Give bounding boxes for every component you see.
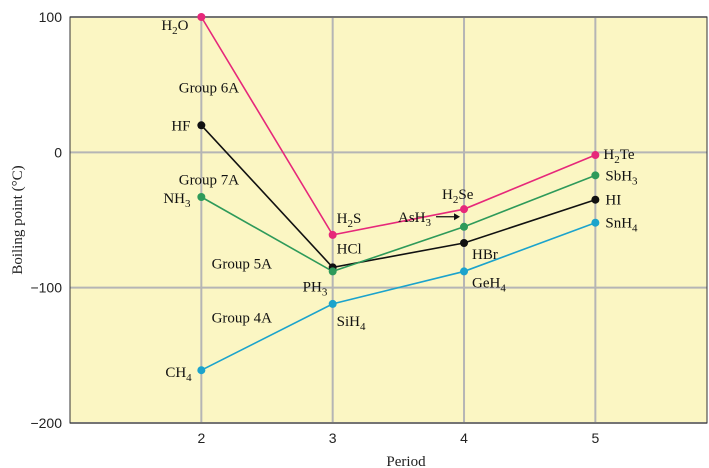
point-label: PH3: [303, 279, 328, 298]
data-points: [197, 13, 600, 375]
point-label: H2O: [161, 18, 188, 37]
data-point: [591, 151, 600, 160]
point-label: SiH4: [337, 314, 366, 333]
annotations: [436, 213, 461, 221]
group-labels: Group 6A Group 7A Group 5A Group 4A: [179, 80, 272, 326]
data-point: [328, 267, 337, 276]
point-label: HCl: [337, 241, 362, 257]
y-tick-label: −100: [30, 280, 62, 296]
data-point: [328, 299, 337, 308]
point-label: H2S: [337, 211, 362, 230]
data-point: [197, 121, 206, 130]
point-label: HBr: [472, 247, 498, 263]
group-label: Group 5A: [212, 256, 273, 272]
x-tick-label: 4: [460, 430, 468, 446]
point-label: H2Se: [442, 187, 474, 206]
tick-labels: 2 3 4 5 100 0 −100 −200: [30, 9, 599, 446]
point-label: NH3: [163, 191, 191, 210]
plot-background: [70, 17, 707, 423]
series-lines: [200, 16, 596, 371]
data-point: [460, 267, 469, 276]
series-line: [200, 221, 596, 371]
data-point: [197, 192, 206, 201]
group-label: Group 7A: [179, 172, 240, 188]
point-label: GeH4: [472, 275, 506, 294]
x-tick-label: 3: [329, 430, 337, 446]
x-tick-label: 2: [197, 430, 205, 446]
arrow-head: [454, 213, 461, 221]
point-label: SbH3: [605, 168, 638, 187]
series-line: [200, 174, 596, 273]
data-point: [591, 195, 600, 204]
point-labels: H2O H2S H2Se H2Te HF HCl HBr HI NH3 PH3 AsH3 SbH3 CH…: [161, 18, 638, 384]
point-label: HI: [605, 193, 621, 209]
data-point: [591, 171, 600, 180]
data-point: [460, 239, 469, 248]
series-line: [200, 16, 596, 236]
point-label: AsH3: [398, 210, 432, 229]
data-point: [591, 218, 600, 227]
data-point: [460, 205, 469, 214]
y-tick-label: 0: [54, 144, 62, 160]
y-tick-label: −200: [30, 415, 62, 431]
point-label: SnH4: [605, 216, 638, 235]
series-line: [200, 124, 596, 269]
x-tick-label: 5: [591, 430, 599, 446]
data-point: [197, 13, 206, 21]
point-label: CH4: [165, 365, 192, 384]
group-label: Group 6A: [179, 80, 240, 96]
point-label: HF: [171, 118, 190, 134]
y-axis-title: Boiling point (°C): [10, 165, 26, 274]
data-point: [460, 222, 469, 231]
data-point: [328, 230, 337, 239]
group-label: Group 4A: [212, 310, 273, 326]
plot-frame: [69, 16, 708, 424]
point-label: H2Te: [603, 147, 634, 166]
y-tick-label: 100: [39, 9, 63, 25]
data-point: [197, 366, 206, 375]
x-axis-title: Period: [386, 454, 426, 468]
